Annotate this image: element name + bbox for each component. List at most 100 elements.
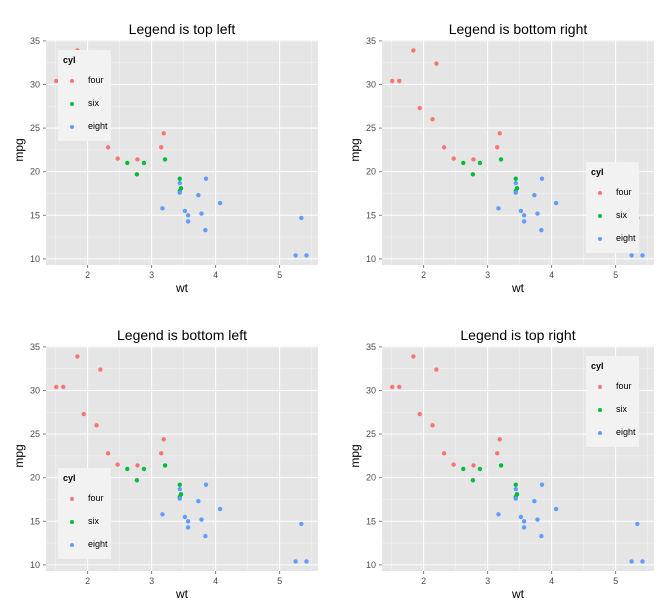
legend-swatch — [70, 497, 74, 501]
data-point-four — [397, 384, 402, 390]
x-tick-label: 5 — [277, 576, 282, 586]
data-point-four — [451, 462, 456, 467]
data-point-eight — [217, 506, 223, 512]
chart-panel-bottom-left-legend: 2 3 4 5 10 15 20 25 30 35 Legend is bottom left w… — [0, 306, 336, 612]
data-point-four — [441, 145, 447, 150]
chart-panel-top-right-legend: 2 3 4 5 10 15 20 25 30 35 Legend is top right wt … — [336, 306, 672, 612]
data-point-four — [430, 117, 435, 122]
data-point-eight — [304, 559, 309, 564]
y-axis-label: mpg — [348, 444, 362, 468]
y-axis-label: mpg — [12, 138, 26, 162]
data-point-six — [162, 463, 168, 468]
data-point-eight — [203, 533, 208, 539]
legend-key-six — [63, 513, 81, 531]
data-point-four — [390, 78, 395, 84]
x-tick-label: 2 — [85, 576, 90, 586]
data-point-four — [495, 451, 500, 456]
legend-label-four: four — [616, 187, 632, 197]
x-tick-label: 2 — [421, 270, 426, 280]
data-point-four — [159, 451, 164, 456]
data-point-eight — [629, 559, 634, 564]
y-tick-label: 30 — [30, 79, 40, 89]
y-tick-label: 20 — [366, 167, 376, 177]
data-point-six — [162, 157, 168, 162]
data-point-four — [441, 451, 447, 456]
data-point-four — [115, 156, 120, 161]
data-point-four — [497, 131, 502, 136]
y-tick-label: 20 — [366, 473, 376, 483]
legend-swatch — [598, 385, 602, 389]
data-point-eight — [553, 506, 559, 512]
data-point-four — [98, 367, 103, 372]
legend-swatch — [70, 125, 74, 129]
data-point-six — [177, 482, 182, 487]
y-tick-label: 15 — [366, 516, 376, 526]
data-point-four — [135, 157, 140, 162]
data-point-four — [397, 78, 402, 84]
x-tick-label: 4 — [213, 270, 218, 280]
data-point-eight — [203, 482, 209, 487]
legend-key-eight — [63, 536, 81, 554]
data-point-eight — [539, 176, 545, 181]
x-tick-label: 5 — [613, 576, 618, 586]
legend-key-four — [63, 72, 81, 90]
data-point-six — [477, 160, 483, 166]
data-point-eight — [518, 514, 524, 520]
legend-swatch — [70, 102, 74, 106]
legend: cyl four six eight — [58, 468, 111, 559]
x-tick-label: 2 — [421, 576, 426, 586]
data-point-eight — [521, 519, 527, 524]
data-point-eight — [182, 208, 188, 214]
legend: cyl four six eight — [586, 162, 639, 253]
legend-key-four — [591, 184, 609, 202]
data-point-four — [105, 451, 111, 456]
y-tick-label: 10 — [366, 254, 376, 264]
legend-swatch — [70, 520, 74, 524]
data-point-six — [498, 463, 504, 468]
x-tick-label: 3 — [485, 270, 490, 280]
y-tick-label: 20 — [30, 473, 40, 483]
data-point-four — [54, 78, 59, 84]
legend-key-six — [591, 401, 609, 419]
data-point-eight — [199, 211, 204, 216]
y-tick-label: 30 — [366, 385, 376, 395]
data-point-six — [513, 176, 518, 181]
data-point-eight — [521, 219, 527, 224]
legend-swatch — [598, 408, 602, 412]
legend: cyl four six eight — [58, 50, 111, 141]
data-point-eight — [160, 206, 165, 211]
x-tick-label: 5 — [613, 270, 618, 280]
x-tick-label: 4 — [549, 270, 554, 280]
data-point-four — [81, 411, 86, 417]
x-axis-label: wt — [512, 587, 524, 601]
data-point-eight — [177, 180, 182, 186]
y-tick-label: 30 — [366, 79, 376, 89]
legend-swatch — [598, 431, 602, 435]
data-point-four — [411, 354, 416, 359]
data-point-four — [434, 61, 439, 66]
plot-svg: 2 3 4 5 10 15 20 25 30 35 — [30, 342, 318, 586]
data-point-eight — [629, 253, 634, 258]
y-tick-label: 35 — [30, 342, 40, 352]
y-tick-label: 15 — [366, 210, 376, 220]
data-point-six — [477, 466, 483, 472]
data-point-eight — [203, 227, 208, 233]
data-point-four — [434, 367, 439, 372]
y-tick-label: 10 — [30, 254, 40, 264]
data-point-four — [75, 354, 80, 359]
data-point-six — [125, 160, 130, 166]
data-point-six — [134, 172, 140, 177]
data-point-four — [159, 145, 164, 150]
y-tick-label: 15 — [30, 210, 40, 220]
data-point-eight — [521, 525, 527, 530]
plot-svg: 2 3 4 5 10 15 20 25 30 35 — [30, 36, 318, 280]
data-point-eight — [532, 193, 537, 198]
legend-key-eight — [63, 118, 81, 136]
data-point-eight — [203, 176, 209, 181]
data-point-eight — [513, 190, 518, 195]
y-tick-label: 10 — [30, 560, 40, 570]
data-point-eight — [535, 211, 540, 216]
y-tick-label: 30 — [30, 385, 40, 395]
data-point-eight — [177, 486, 182, 492]
x-tick-label: 2 — [85, 270, 90, 280]
